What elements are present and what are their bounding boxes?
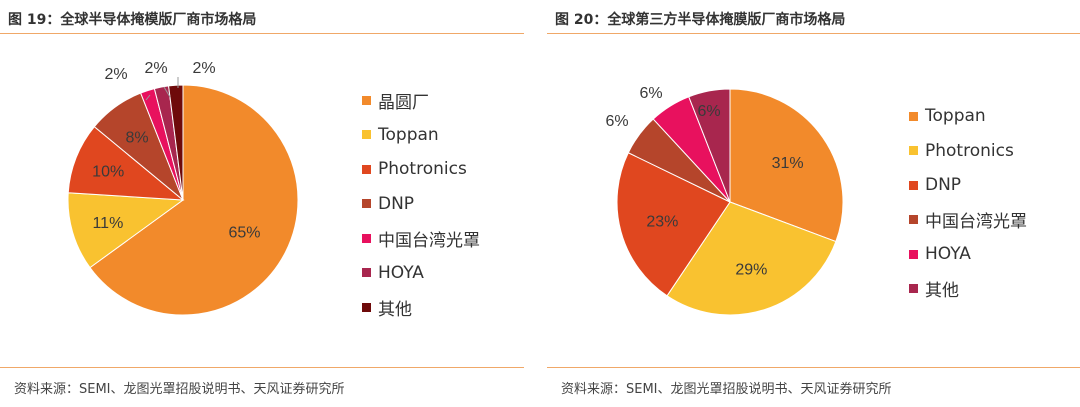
legend-label: 晶圆厂: [378, 92, 429, 113]
legend-swatch: [362, 199, 371, 209]
legend-swatch: [362, 302, 371, 312]
legend-item: Photronics: [909, 134, 1027, 169]
legend-swatch: [362, 233, 371, 243]
pie-slice-2: [666, 201, 837, 316]
figure-20-top-rule: [547, 33, 1080, 34]
legend-swatch: [362, 130, 371, 140]
legend-label: DNP: [925, 175, 962, 196]
legend-item: Toppan: [909, 99, 1027, 134]
pie-slice-7: [168, 84, 184, 201]
pie-slice-label-5: 6%: [639, 85, 662, 102]
legend-item: 中国台湾光罩: [909, 203, 1027, 238]
figure-19-title: 图 19：全球半导体掩模版厂商市场格局: [8, 12, 257, 28]
figure-20-pie-chart: 31% 29% 23% 6% 6% 6%: [605, 85, 844, 316]
legend-item: DNP: [362, 187, 480, 222]
legend-item: DNP: [909, 168, 1027, 203]
legend-swatch: [909, 146, 918, 156]
pie-slice-label-4: 6%: [605, 113, 628, 130]
legend-label: DNP: [378, 193, 415, 214]
legend-label: 其他: [925, 281, 959, 302]
figure-19-pie-chart: 65% 11% 10%8% 2% 2% 2%: [67, 60, 299, 316]
legend-label: Toppan: [925, 106, 986, 127]
figure-19-panel: 图 19：全球半导体掩模版厂商市场格局 65% 11% 10% 8% 2% 2% 2% 晶圆…: [0, 0, 524, 407]
legend-item: 其他: [909, 272, 1027, 307]
pie-slice-label-2: 29%: [735, 262, 767, 279]
figure-19-source: 资料来源：SEMI、龙图光罩招股说明书、天风证券研究所: [14, 382, 345, 397]
legend-label: HOYA: [925, 244, 971, 265]
figure-19-bottom-rule: [0, 367, 524, 368]
pie-slice-label-1: 65%: [228, 224, 260, 241]
pie-slice-label-7: 2%: [192, 60, 215, 77]
leader-line-2: [163, 86, 171, 98]
legend-label: 其他: [378, 299, 412, 320]
pie-slice-label-6: 6%: [697, 103, 720, 120]
legend-label: Photronics: [378, 159, 467, 180]
legend-swatch: [362, 164, 371, 174]
figure-20-legend: Toppan Photronics DNP 中国台湾光罩 HOYA 其他: [909, 99, 1027, 306]
legend-label: Photronics: [925, 140, 1014, 161]
pie-slice-label-3: 23%: [646, 213, 678, 230]
legend-label: HOYA: [378, 262, 424, 283]
legend-item: 晶圆厂: [362, 83, 480, 118]
legend-item: Photronics: [362, 152, 480, 187]
pie-slice-label-3: 10%: [92, 163, 124, 180]
pie-slice-1: [89, 84, 299, 316]
figure-20-bottom-rule: [547, 367, 1080, 368]
pie-slice-1: [729, 88, 844, 243]
legend-label: 中国台湾光罩: [378, 230, 480, 251]
figure-20-panel: 图 20：全球第三方半导体掩膜版厂商市场格局 31% 29% 23% 6% 6% 6% T…: [547, 0, 1080, 407]
legend-item: 中国台湾光罩: [362, 221, 480, 256]
leader-line-1: [145, 94, 151, 101]
legend-swatch: [362, 268, 371, 278]
legend-swatch: [909, 249, 918, 259]
legend-item: HOYA: [909, 237, 1027, 272]
legend-swatch: [909, 284, 918, 294]
figure-20-source: 资料来源：SEMI、龙图光罩招股说明书、天风证券研究所: [561, 382, 892, 397]
figure-19-legend: 晶圆厂 Toppan Photronics DNP 中国台湾光罩 HOYA 其他: [362, 83, 480, 325]
legend-item: HOYA: [362, 256, 480, 291]
pie-slice-label-1: 31%: [772, 155, 804, 172]
legend-swatch: [909, 215, 918, 225]
legend-label: Toppan: [378, 124, 439, 145]
legend-swatch: [909, 180, 918, 190]
legend-swatch: [909, 111, 918, 121]
pie-slice-label-4: 8%: [125, 130, 148, 147]
figure-19-top-rule: [0, 33, 524, 34]
pie-slice-label-5: 2%: [104, 66, 127, 83]
pie-slice-2: [67, 192, 185, 269]
pie-slice-label-6: 2%: [144, 60, 167, 77]
legend-swatch: [362, 95, 371, 105]
legend-item: 其他: [362, 290, 480, 325]
figure-20-title: 图 20：全球第三方半导体掩膜版厂商市场格局: [555, 12, 846, 28]
pie-slice-label-2: 11%: [92, 215, 123, 232]
pie-slice-3: [67, 125, 185, 201]
pie-slice-6: [688, 88, 731, 203]
legend-label: 中国台湾光罩: [925, 212, 1027, 233]
legend-item: Toppan: [362, 118, 480, 153]
